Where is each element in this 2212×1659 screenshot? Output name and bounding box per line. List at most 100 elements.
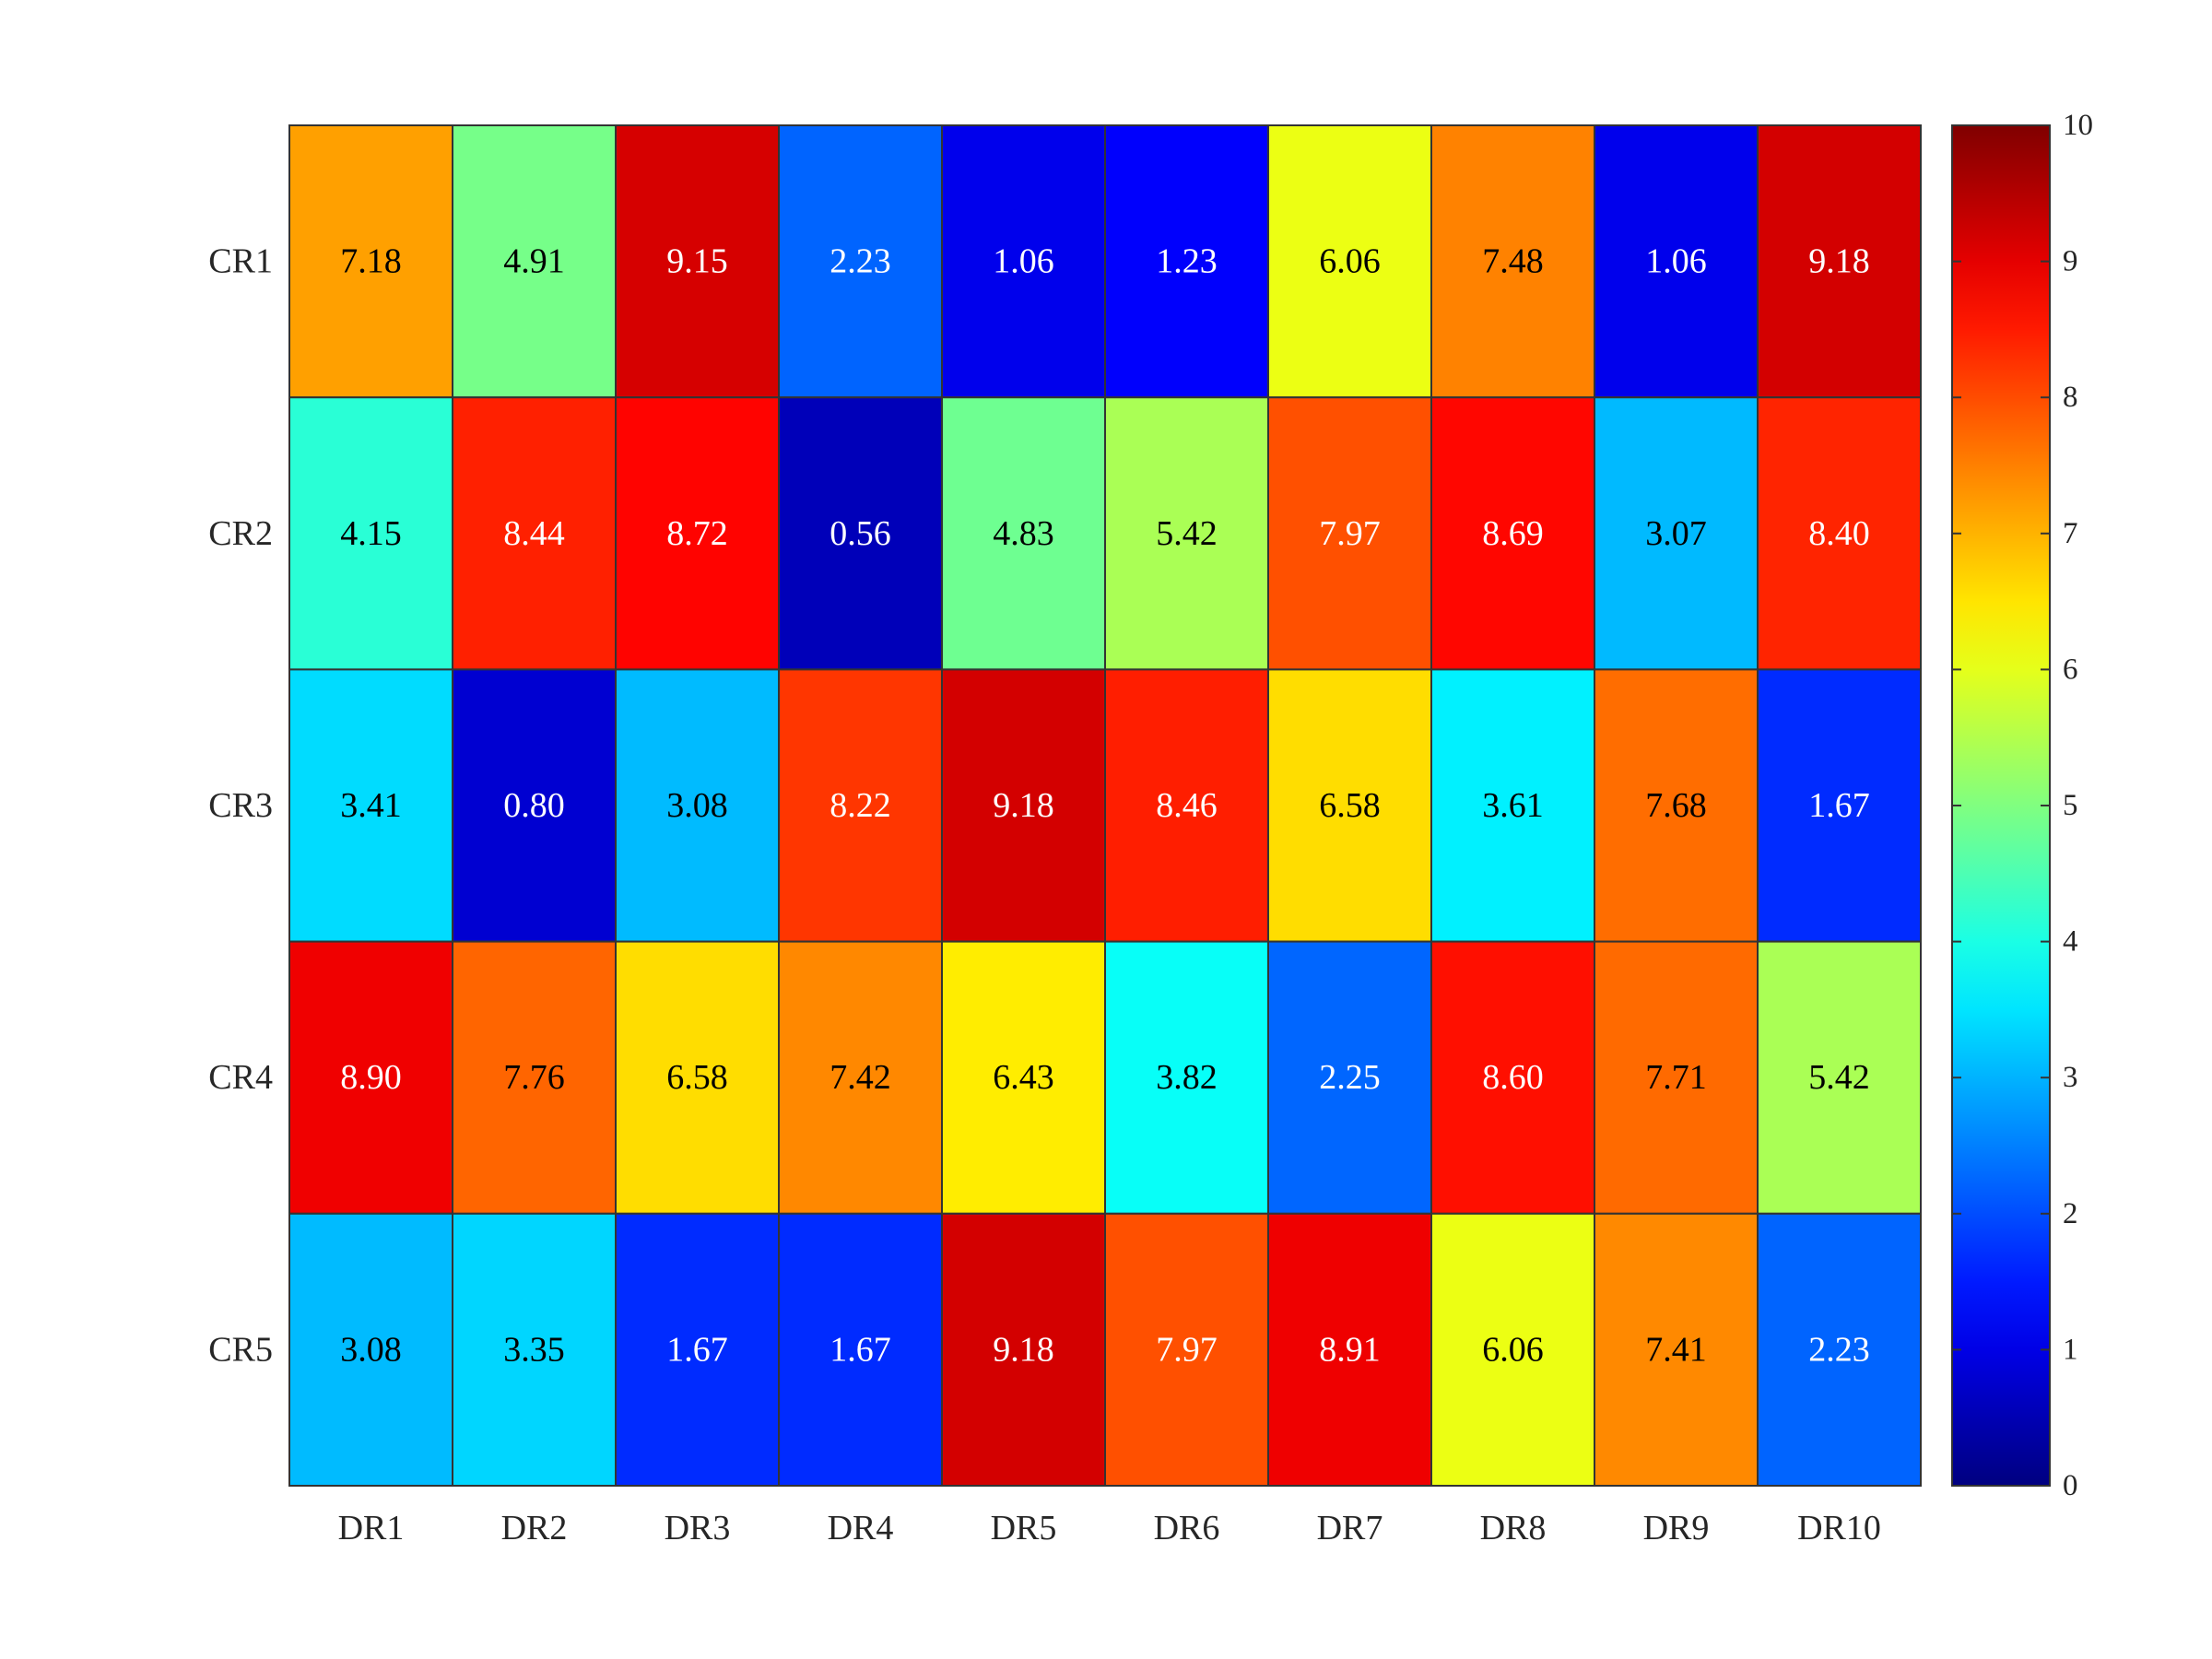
heatmap-cell	[1757, 668, 1922, 943]
heatmap-cell	[1267, 396, 1432, 671]
cell-value-label: 8.72	[666, 514, 728, 553]
x-tick-label: DR9	[1643, 1509, 1710, 1547]
colorbar-tick-label: 6	[2063, 653, 2078, 686]
x-tick-label: DR8	[1480, 1509, 1547, 1547]
heatmap-cell	[778, 396, 943, 671]
heatmap-value-labels: 7.18 4.91 9.15 2.23 1.06 1.23 6.06 7.48 1.06 9.18…	[340, 242, 1870, 1370]
heatmap-cell	[1430, 396, 1595, 671]
heatmap-cell	[1430, 1212, 1595, 1488]
colorbar-tick-label: 0	[2063, 1469, 2078, 1502]
cell-value-label: 3.41	[340, 786, 402, 825]
heatmap-cell	[778, 940, 943, 1215]
cell-value-label: 9.15	[666, 242, 728, 281]
cell-value-label: 9.18	[993, 1330, 1054, 1369]
heatmap-cell	[1104, 1212, 1269, 1488]
x-tick-label: DR7	[1317, 1509, 1383, 1547]
heatmap-cell	[1104, 396, 1269, 671]
heatmap-cell	[452, 124, 617, 399]
heatmap-cell	[941, 940, 1106, 1215]
colorbar-tick-label: 2	[2063, 1197, 2078, 1230]
cell-value-label: 8.90	[340, 1058, 402, 1097]
heatmap-cell	[1594, 396, 1759, 671]
cell-value-label: 6.06	[1482, 1330, 1544, 1369]
x-tick-label: DR5	[991, 1509, 1057, 1547]
cell-value-label: 7.71	[1645, 1058, 1707, 1097]
cell-value-label: 6.58	[666, 1058, 728, 1097]
colorbar-tick-label: 4	[2063, 925, 2078, 959]
heatmap-cell	[1104, 668, 1269, 943]
heatmap-cell	[1594, 940, 1759, 1215]
heatmap-cell	[288, 668, 453, 943]
colorbar-tick-label: 3	[2063, 1061, 2078, 1094]
heatmap-cell	[1267, 124, 1432, 399]
cell-value-label: 1.67	[830, 1330, 891, 1369]
y-tick-label: CR2	[208, 514, 273, 553]
heatmap-cell	[778, 668, 943, 943]
colorbar-tick-label: 5	[2063, 789, 2078, 822]
cell-value-label: 7.97	[1156, 1330, 1218, 1369]
y-tick-label: CR4	[208, 1058, 273, 1097]
heatmap-cell	[1757, 940, 1922, 1215]
heatmap-cell	[1757, 124, 1922, 399]
heatmap-cell	[615, 1212, 780, 1488]
heatmap-cell	[1430, 124, 1595, 399]
cell-value-label: 1.06	[993, 242, 1054, 281]
cell-value-label: 7.42	[830, 1058, 891, 1097]
x-tick-label: DR10	[1797, 1509, 1881, 1547]
cell-value-label: 4.15	[340, 514, 402, 553]
cell-value-label: 6.06	[1319, 242, 1381, 281]
heatmap-cell	[941, 1212, 1106, 1488]
cell-value-label: 2.23	[830, 242, 891, 281]
x-tick-label: DR1	[338, 1509, 405, 1547]
cell-value-label: 5.42	[1156, 514, 1218, 553]
heatmap-cell	[778, 1212, 943, 1488]
cell-value-label: 3.07	[1645, 514, 1707, 553]
y-tick-label: CR5	[208, 1330, 273, 1369]
cell-value-label: 1.67	[1808, 786, 1870, 825]
cell-value-label: 2.25	[1319, 1058, 1381, 1097]
heatmap-cell	[778, 124, 943, 399]
cell-value-label: 2.23	[1808, 1330, 1870, 1369]
heatmap-cell	[615, 396, 780, 671]
cell-value-label: 7.97	[1319, 514, 1381, 553]
heatmap-cells	[288, 124, 1922, 1488]
cell-value-label: 7.48	[1482, 242, 1544, 281]
x-tick-label: DR2	[501, 1509, 568, 1547]
cell-value-label: 7.18	[340, 242, 402, 281]
heatmap-cell	[288, 1212, 453, 1488]
cell-value-label: 3.61	[1482, 786, 1544, 825]
colorbar-tick-label: 8	[2063, 381, 2078, 414]
cell-value-label: 8.22	[830, 786, 891, 825]
cell-value-label: 6.58	[1319, 786, 1381, 825]
cell-value-label: 8.46	[1156, 786, 1218, 825]
heatmap-cell	[1594, 1212, 1759, 1488]
heatmap-cell	[1430, 940, 1595, 1215]
heatmap-cell	[452, 668, 617, 943]
cell-value-label: 7.76	[503, 1058, 565, 1097]
heatmap-cell	[1757, 396, 1922, 671]
colorbar-tick-label: 10	[2063, 109, 2093, 142]
x-tick-label: DR3	[665, 1509, 731, 1547]
cell-value-label: 8.91	[1319, 1330, 1381, 1369]
cell-value-label: 6.43	[993, 1058, 1054, 1097]
cell-value-label: 8.44	[503, 514, 565, 553]
heatmap-cell	[941, 396, 1106, 671]
heatmap-cell	[1594, 668, 1759, 943]
cell-value-label: 7.41	[1645, 1330, 1707, 1369]
x-tick-label: DR6	[1154, 1509, 1220, 1547]
colorbar: 0 1 2 3 4 5 6 7 8 9 10	[1951, 109, 2093, 1502]
cell-value-label: 1.06	[1645, 242, 1707, 281]
cell-value-label: 4.83	[993, 514, 1054, 553]
colorbar-gradient	[1951, 124, 2051, 1487]
cell-value-label: 0.56	[830, 514, 891, 553]
y-tick-label: CR1	[208, 242, 273, 281]
cell-value-label: 8.60	[1482, 1058, 1544, 1097]
heatmap-cell	[452, 1212, 617, 1488]
cell-value-label: 3.08	[340, 1330, 402, 1369]
cell-value-label: 3.08	[666, 786, 728, 825]
y-tick-label: CR3	[208, 786, 273, 825]
cell-value-label: 9.18	[1808, 242, 1870, 281]
cell-value-label: 1.23	[1156, 242, 1218, 281]
heatmap-cell	[452, 396, 617, 671]
colorbar-tick-label: 9	[2063, 245, 2078, 278]
